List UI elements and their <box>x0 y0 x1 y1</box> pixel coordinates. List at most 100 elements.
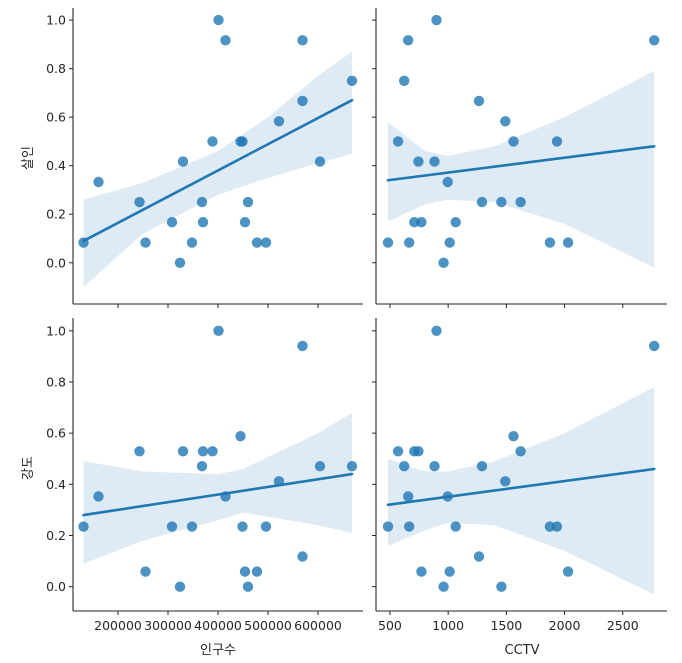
scatter-point <box>237 521 248 532</box>
scatter-point <box>93 491 104 502</box>
scatter-point <box>544 521 556 532</box>
scatter-point <box>177 446 189 457</box>
scatter-point <box>242 196 254 208</box>
scatter-point <box>297 340 308 352</box>
scatter-point <box>404 237 415 248</box>
scatter-point <box>273 116 285 127</box>
regression-line <box>82 98 354 243</box>
y-tick-label: 1.0 <box>46 13 66 28</box>
y-tick-label: 0.8 <box>46 61 66 76</box>
y-axis-label-row-0: 살인 <box>21 146 36 170</box>
x-axis-label-col-1: CCTV <box>505 643 540 658</box>
scatter-point <box>196 461 208 472</box>
y-tick-label: 0.0 <box>46 255 66 270</box>
x-tick-label: 500000 <box>244 618 292 633</box>
scatter-point <box>409 446 420 457</box>
y-tick-label: 1.0 <box>46 323 66 338</box>
x-tick-label: 1500 <box>490 618 522 633</box>
scatter-point <box>450 521 461 532</box>
y-tick-label: 0.2 <box>46 528 66 543</box>
scatter-point <box>251 566 263 577</box>
scatter-point <box>500 116 511 127</box>
scatter-point <box>431 14 442 26</box>
scatter-point <box>444 566 455 577</box>
scatter-point <box>473 95 485 107</box>
scatter-point <box>450 217 461 228</box>
scatter-point <box>403 491 414 502</box>
x-tick-label: 600000 <box>294 618 342 633</box>
x-tick-label: 300000 <box>144 618 192 633</box>
confidence-band <box>83 412 352 564</box>
scatter-point <box>220 35 231 46</box>
scatter-point <box>186 521 198 532</box>
scatter-point <box>429 461 440 472</box>
y-axis-label-row-1: 강도 <box>21 456 36 480</box>
scatter-point <box>382 521 394 532</box>
confidence-band <box>388 387 655 595</box>
scatter-point <box>239 217 251 228</box>
scatter-point <box>562 237 574 248</box>
scatter-point <box>314 156 326 167</box>
regression-line <box>82 472 354 517</box>
scatter-point <box>297 95 308 107</box>
scatter-point <box>186 237 198 248</box>
scatter-point <box>496 196 507 208</box>
x-tick-label: 1000 <box>432 618 464 633</box>
y-tick-label: 0.0 <box>46 579 66 594</box>
y-tick-label: 0.8 <box>46 374 66 389</box>
panel-top-right <box>372 8 667 308</box>
scatter-point <box>476 461 488 472</box>
scatter-point <box>649 340 660 352</box>
scatter-point <box>207 446 218 457</box>
scatter-point <box>251 237 263 248</box>
y-tick-label: 0.2 <box>46 207 66 222</box>
y-tick-label: 0.4 <box>46 158 66 173</box>
x-tick-label: 400000 <box>194 618 242 633</box>
scatter-point <box>346 461 358 472</box>
panel-top-left: 0.0 0.2 0.4 0.6 0.8 1.0 <box>46 8 363 308</box>
scatter-point <box>78 521 89 532</box>
scatter-point <box>476 196 488 208</box>
scatter-point <box>239 566 251 577</box>
y-tick-label: 0.6 <box>46 426 66 441</box>
scatter-point <box>260 237 272 248</box>
y-tick-label: 0.6 <box>46 110 66 125</box>
x-axis-label-col-0: 인구수 <box>200 643 236 658</box>
x-tick-label: 500 <box>378 618 402 633</box>
scatter-point <box>404 521 415 532</box>
x-tick-label: 2500 <box>607 618 639 633</box>
scatter-point <box>297 35 308 46</box>
scatter-point <box>174 581 186 592</box>
regression-line <box>386 467 656 507</box>
scatter-point <box>429 156 440 167</box>
scatter-point <box>140 237 151 248</box>
scatter-point <box>438 581 449 592</box>
x-tick-label: 200000 <box>94 618 142 633</box>
scatter-point <box>297 551 308 562</box>
scatter-point <box>399 461 410 472</box>
scatter-point <box>177 156 189 167</box>
scatter-point <box>416 566 427 577</box>
scatter-point <box>197 446 209 457</box>
scatter-point <box>134 196 145 208</box>
scatter-point <box>416 217 427 228</box>
scatter-point <box>140 566 151 577</box>
scatter-point <box>508 431 519 442</box>
scatter-point <box>314 461 326 472</box>
scatter-point <box>649 35 660 46</box>
scatter-point <box>515 446 526 457</box>
scatter-point <box>235 431 246 442</box>
scatter-point <box>444 237 455 248</box>
scatter-point <box>134 446 145 457</box>
scatter-point <box>197 217 209 228</box>
scatter-point <box>399 75 410 87</box>
scatter-point <box>551 136 563 147</box>
scatter-point <box>213 325 224 336</box>
scatter-point <box>544 237 556 248</box>
regression-line <box>386 144 656 182</box>
y-tick-label: 0.4 <box>46 477 66 492</box>
scatter-point <box>442 176 453 188</box>
scatter-point <box>500 476 511 487</box>
scatter-point <box>237 136 248 147</box>
scatter-point <box>260 521 272 532</box>
